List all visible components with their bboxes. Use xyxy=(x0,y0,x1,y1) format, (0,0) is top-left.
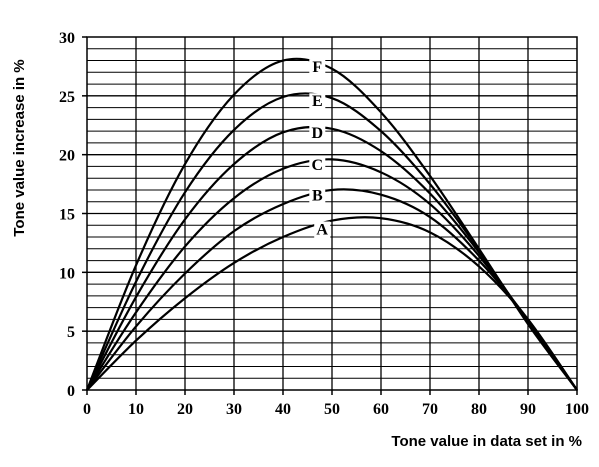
y-tick-label: 30 xyxy=(59,30,75,47)
x-tick-label: 10 xyxy=(128,401,144,418)
curve-label-f: F xyxy=(312,59,322,76)
series-curves xyxy=(85,57,578,391)
y-tick-label: 15 xyxy=(59,207,75,224)
x-tick-label: 100 xyxy=(565,401,589,418)
x-tick-label: 90 xyxy=(520,401,536,418)
y-tick-label: 10 xyxy=(59,265,75,282)
curve-label-e: E xyxy=(312,93,323,110)
x-tick-label: 20 xyxy=(177,401,193,418)
x-axis-title: Tone value in data set in % xyxy=(391,433,582,450)
series-curve-a xyxy=(86,216,578,391)
y-tick-label: 25 xyxy=(59,89,75,106)
curve-label-d: D xyxy=(312,125,324,142)
curve-label-bg xyxy=(314,221,331,238)
y-tick-label: 20 xyxy=(59,148,75,165)
x-tick-label: 80 xyxy=(471,401,487,418)
curve-label-c: C xyxy=(312,157,324,174)
curve-label-bg xyxy=(309,125,326,142)
x-tick-label: 40 xyxy=(275,401,291,418)
x-tick-label: 70 xyxy=(422,401,438,418)
curve-label-bg xyxy=(309,93,326,110)
y-tick-label: 5 xyxy=(67,324,75,341)
x-tick-label: 50 xyxy=(324,401,340,418)
x-tick-label: 0 xyxy=(83,401,91,418)
grid xyxy=(86,36,578,391)
y-tick-label: 0 xyxy=(67,383,75,400)
curve-label-b: B xyxy=(312,187,323,204)
curve-label-bg xyxy=(309,187,326,204)
x-tick-label: 60 xyxy=(373,401,389,418)
curve-label-bg xyxy=(309,59,326,76)
y-axis-title: Tone value increase in % xyxy=(11,59,28,236)
axes: 0 10 20 30 40 50 60 70 80 90 100 0 5 10 15 20 25 30 xyxy=(59,30,589,418)
x-tick-label: 30 xyxy=(226,401,242,418)
series-curve-f xyxy=(85,57,578,391)
curve-label-bg xyxy=(309,156,326,173)
curve-label-a: A xyxy=(316,222,328,239)
